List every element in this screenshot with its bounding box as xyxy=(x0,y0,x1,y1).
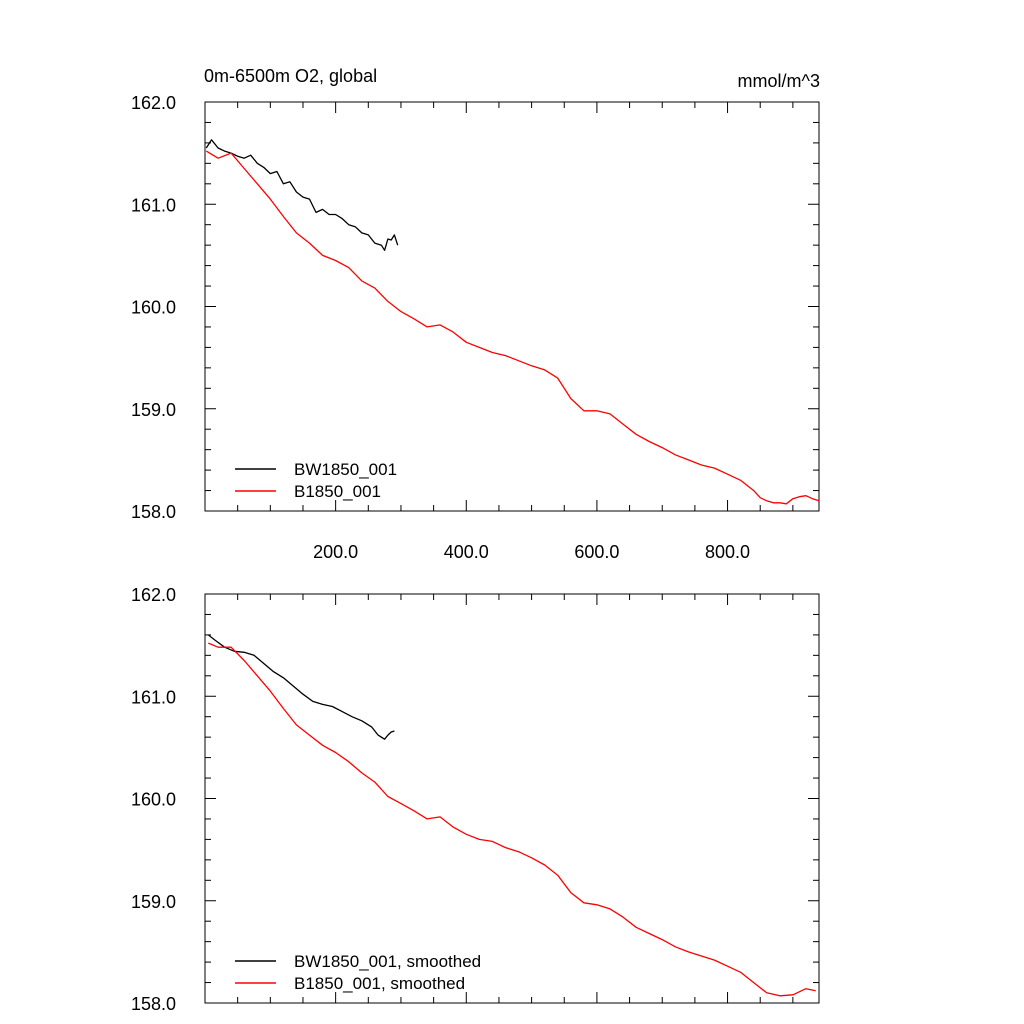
y-tick-label: 159.0 xyxy=(131,892,176,912)
bottom-plot-frame xyxy=(204,593,820,1004)
top-chart-units: mmol/m^3 xyxy=(738,71,820,91)
top-plot-frame xyxy=(204,101,820,512)
legend-label: B1850_001, smoothed xyxy=(294,974,465,993)
bottom-legend: BW1850_001, smoothed B1850_001, smoothed xyxy=(235,952,481,993)
bottom-panel: 158.0 159.0 160.0 161.0 162.0 BW1850_001, sm… xyxy=(131,585,820,1014)
y-tick-label: 161.0 xyxy=(131,687,176,707)
legend-label: BW1850_001, smoothed xyxy=(294,952,481,971)
series-line-black xyxy=(205,139,399,251)
x-tick-label: 200.0 xyxy=(313,542,358,562)
y-tick-label: 162.0 xyxy=(131,93,176,113)
y-tick-label: 158.0 xyxy=(131,994,176,1014)
y-tick-label: 160.0 xyxy=(131,790,176,810)
top-chart-title: 0m-6500m O2, global xyxy=(204,66,377,86)
y-tick-label: 159.0 xyxy=(131,400,176,420)
x-tick-label: 800.0 xyxy=(705,542,750,562)
legend-label: BW1850_001 xyxy=(294,460,397,479)
y-tick-label: 162.0 xyxy=(131,585,176,605)
y-tick-label: 160.0 xyxy=(131,298,176,318)
top-panel: 0m-6500m O2, global mmol/m^3 158.0159.01… xyxy=(131,66,820,562)
bottom-axis-ticks: 158.0 159.0 160.0 161.0 162.0 xyxy=(131,585,819,1014)
legend-label: B1850_001 xyxy=(294,482,381,501)
y-tick-label: 158.0 xyxy=(131,502,176,522)
top-legend: BW1850_001 B1850_001 xyxy=(235,460,397,501)
x-tick-label: 600.0 xyxy=(574,542,619,562)
y-tick-label: 161.0 xyxy=(131,195,176,215)
series-line-black xyxy=(207,634,395,740)
series-line-red xyxy=(205,150,820,505)
top-series-group xyxy=(205,139,820,505)
x-tick-label: 400.0 xyxy=(444,542,489,562)
bottom-series-group xyxy=(207,634,816,997)
series-line-red xyxy=(208,642,816,997)
top-axis-ticks: 158.0 159.0 160.0 161.0 162.0 200.0 400.0 600.0… xyxy=(131,93,819,562)
